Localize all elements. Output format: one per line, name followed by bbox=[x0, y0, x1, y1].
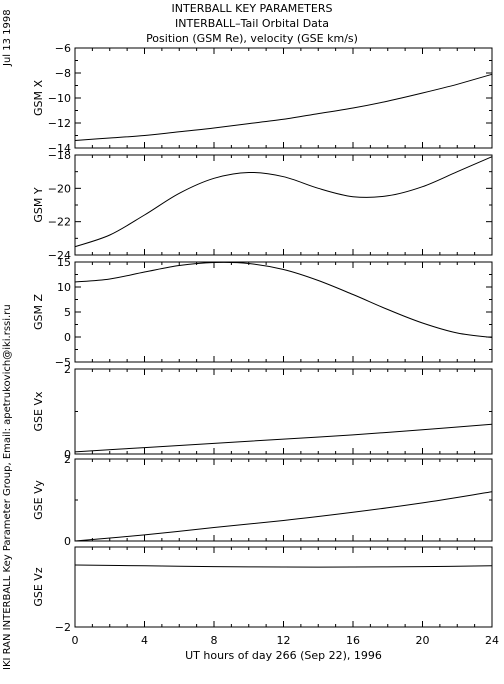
series-line bbox=[74, 564, 493, 568]
x-tick-label: 24 bbox=[485, 634, 499, 647]
y-tick-label: −8 bbox=[55, 67, 71, 80]
series-line bbox=[74, 423, 493, 453]
y-tick-label: −18 bbox=[48, 149, 71, 162]
x-tick-label: 8 bbox=[211, 634, 218, 647]
y-axis-label: GSE Vz bbox=[32, 567, 45, 606]
y-axis-label: GSE Vx bbox=[32, 391, 45, 431]
y-tick-label: 2 bbox=[64, 453, 71, 466]
series-line bbox=[74, 491, 493, 542]
chart-title: INTERBALL KEY PARAMETERS bbox=[171, 2, 333, 15]
series-line bbox=[74, 261, 493, 338]
panel-frame bbox=[74, 47, 493, 149]
x-tick-label: 16 bbox=[346, 634, 360, 647]
y-axis-label: GSM Z bbox=[32, 294, 45, 330]
y-tick-label: −22 bbox=[48, 216, 71, 229]
y-axis-label: GSM Y bbox=[32, 187, 45, 222]
x-tick-label: 12 bbox=[277, 634, 291, 647]
x-tick-label: 4 bbox=[141, 634, 148, 647]
y-axis-label: GSM X bbox=[32, 80, 45, 116]
y-tick-label: 5 bbox=[64, 306, 71, 319]
x-tick-label: 20 bbox=[416, 634, 430, 647]
y-tick-label: 2 bbox=[64, 363, 71, 376]
y-tick-label: 0 bbox=[64, 535, 71, 548]
chart-subtitle-units: Position (GSM Re), velocity (GSE km/s) bbox=[146, 32, 358, 45]
y-tick-label: 10 bbox=[57, 281, 71, 294]
panel-frame bbox=[74, 261, 493, 363]
y-tick-label: 0 bbox=[64, 448, 71, 461]
panel-frame bbox=[74, 546, 493, 628]
x-axis-label: UT hours of day 266 (Sep 22), 1996 bbox=[185, 649, 382, 662]
panel-frame bbox=[74, 458, 493, 542]
y-tick-label: −12 bbox=[48, 117, 71, 130]
y-tick-label: 15 bbox=[57, 256, 71, 269]
panel-frame bbox=[74, 368, 493, 455]
y-tick-label: −24 bbox=[48, 249, 71, 262]
y-tick-label: −14 bbox=[48, 142, 71, 155]
y-tick-label: −20 bbox=[48, 182, 71, 195]
panel-frame bbox=[74, 154, 493, 256]
y-tick-label: −5 bbox=[55, 356, 71, 369]
y-tick-label: 0 bbox=[64, 331, 71, 344]
y-tick-label: −10 bbox=[48, 92, 71, 105]
series-line bbox=[74, 156, 493, 248]
x-tick-label: 0 bbox=[72, 634, 79, 647]
series-line bbox=[74, 73, 493, 141]
y-tick-label: −6 bbox=[55, 42, 71, 55]
y-axis-label: GSE Vy bbox=[32, 480, 45, 520]
y-tick-label: −2 bbox=[55, 621, 71, 634]
chart-subtitle: INTERBALL–Tail Orbital Data bbox=[175, 17, 329, 30]
